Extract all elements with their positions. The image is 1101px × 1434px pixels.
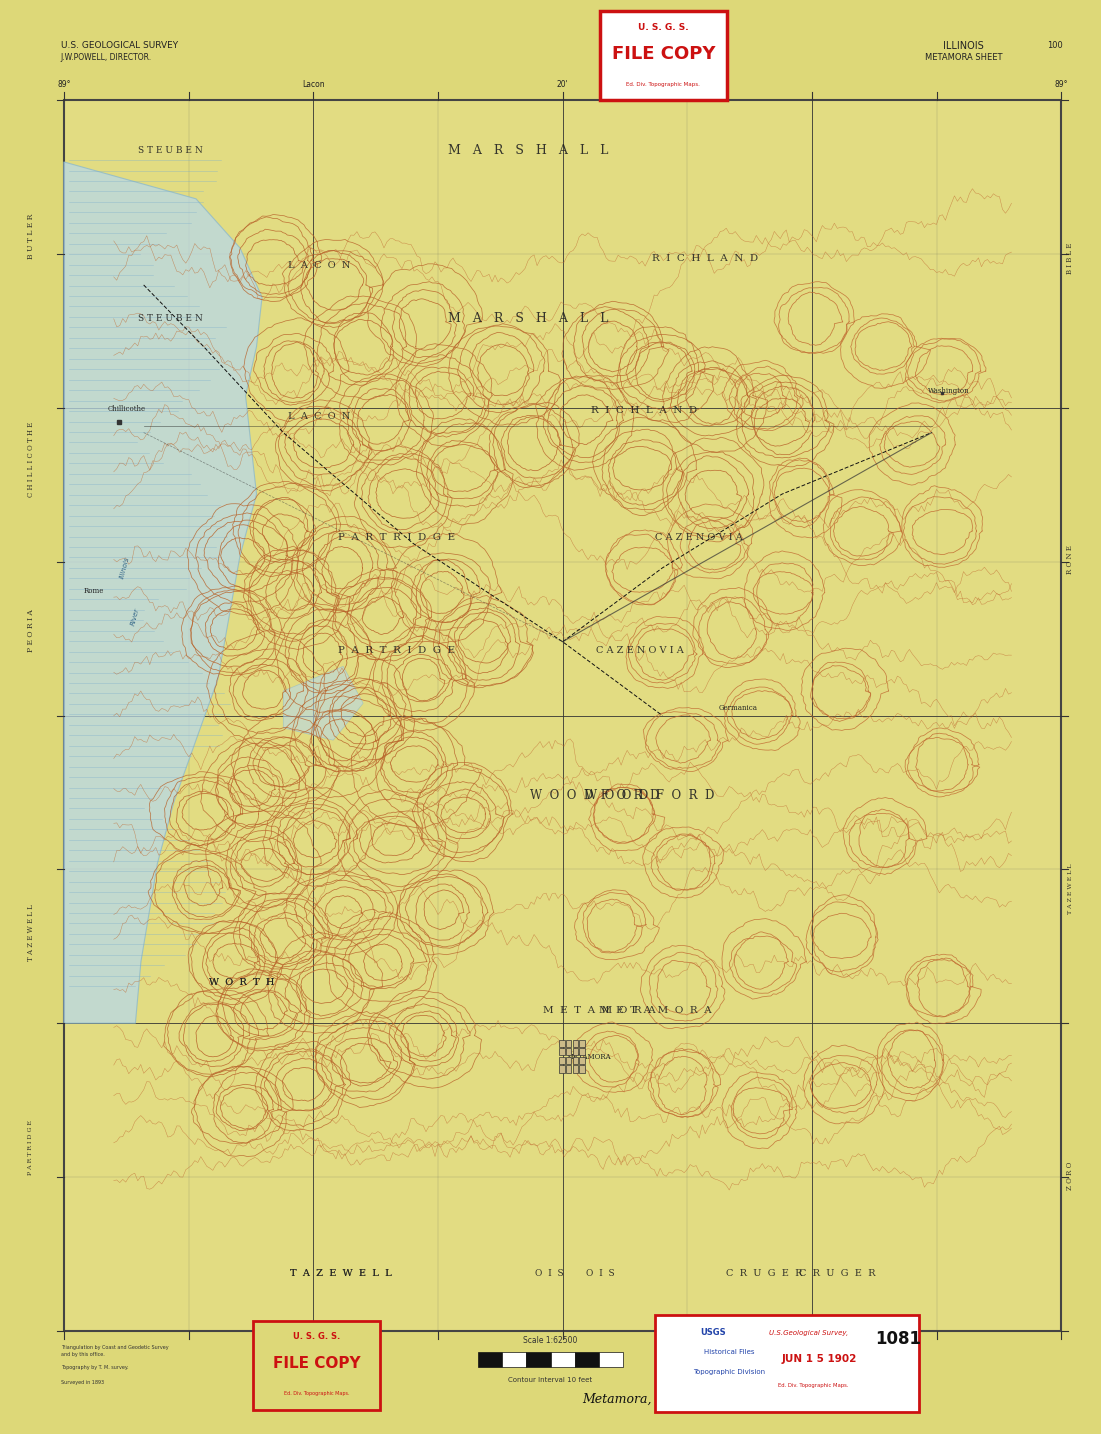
Bar bbox=[579, 1065, 585, 1073]
Bar bbox=[559, 1040, 565, 1047]
Text: Germanica: Germanica bbox=[718, 704, 757, 713]
Bar bbox=[599, 1352, 623, 1367]
FancyBboxPatch shape bbox=[600, 11, 727, 100]
Text: Z O R O: Z O R O bbox=[1066, 1162, 1075, 1190]
Text: B U T L E R: B U T L E R bbox=[26, 214, 35, 260]
Text: J.W.POWELL, DIRECTOR.: J.W.POWELL, DIRECTOR. bbox=[61, 53, 152, 62]
Text: Topographic Division: Topographic Division bbox=[693, 1368, 765, 1375]
Text: W  O  R  T  H: W O R T H bbox=[209, 978, 275, 987]
Text: W  O  O  D  F  O  R  D: W O O D F O R D bbox=[530, 789, 659, 803]
Polygon shape bbox=[64, 162, 262, 1024]
Text: O  I  S: O I S bbox=[586, 1269, 614, 1278]
Text: Metamora, Ill.: Metamora, Ill. bbox=[582, 1392, 673, 1407]
Bar bbox=[64, 100, 1061, 1331]
Bar bbox=[559, 1048, 565, 1055]
Text: C  R  U  G  E  R: C R U G E R bbox=[798, 1269, 875, 1278]
Text: Ed. Div. Topographic Maps.: Ed. Div. Topographic Maps. bbox=[284, 1391, 349, 1397]
Text: W  O  R  T  H: W O R T H bbox=[209, 978, 275, 987]
Text: R O N E: R O N E bbox=[1066, 545, 1075, 574]
Bar bbox=[478, 1352, 502, 1367]
Text: W  O  O  D  F  O  R  D: W O O D F O R D bbox=[585, 789, 715, 803]
Bar bbox=[559, 1057, 565, 1064]
Text: Ed. Div. Topographic Maps.: Ed. Div. Topographic Maps. bbox=[778, 1382, 849, 1388]
Text: C  R  U  G  E  R: C R U G E R bbox=[726, 1269, 803, 1278]
Text: U. S. G. S.: U. S. G. S. bbox=[639, 23, 688, 32]
Text: Ed. Div. Topographic Maps.: Ed. Div. Topographic Maps. bbox=[626, 82, 700, 87]
Text: C H I L L I C O T H E: C H I L L I C O T H E bbox=[26, 422, 35, 496]
Text: 89°: 89° bbox=[57, 80, 70, 89]
Text: Lacon: Lacon bbox=[302, 80, 325, 89]
Text: R  I  C  H  L  A  N  D: R I C H L A N D bbox=[652, 254, 757, 262]
Text: JUN 1 5 1902: JUN 1 5 1902 bbox=[782, 1354, 857, 1364]
Text: T  A  Z  E  W  E  L  L: T A Z E W E L L bbox=[291, 1269, 392, 1278]
FancyBboxPatch shape bbox=[253, 1321, 380, 1410]
Text: U. S. G. S.: U. S. G. S. bbox=[293, 1332, 340, 1341]
Text: 100: 100 bbox=[1047, 42, 1062, 50]
Bar bbox=[573, 1057, 578, 1064]
Bar bbox=[566, 1048, 571, 1055]
Text: U.S. GEOLOGICAL SURVEY: U.S. GEOLOGICAL SURVEY bbox=[61, 42, 177, 50]
Text: Washington: Washington bbox=[928, 387, 970, 396]
Bar bbox=[566, 1040, 571, 1047]
Bar bbox=[550, 1352, 575, 1367]
Text: L  A  C  O  N: L A C O N bbox=[288, 412, 350, 422]
Bar bbox=[575, 1352, 599, 1367]
Text: C A Z E N O V I A: C A Z E N O V I A bbox=[655, 533, 743, 542]
Bar bbox=[579, 1040, 585, 1047]
Text: T A Z E W E L L: T A Z E W E L L bbox=[1068, 863, 1072, 915]
Text: 20': 20' bbox=[557, 80, 568, 89]
Text: M  E  T  A  M  O  R  A: M E T A M O R A bbox=[599, 1007, 711, 1015]
Text: METAMORA: METAMORA bbox=[567, 1053, 611, 1061]
Text: Illinois: Illinois bbox=[119, 556, 130, 579]
Text: R  I  C  H  L  A  N  D: R I C H L A N D bbox=[591, 406, 697, 414]
Text: Chillicothe: Chillicothe bbox=[108, 404, 145, 413]
Text: METAMORA SHEET: METAMORA SHEET bbox=[925, 53, 1002, 62]
Text: 1081: 1081 bbox=[875, 1331, 922, 1348]
Text: M   A   R   S   H   A   L   L: M A R S H A L L bbox=[448, 311, 609, 324]
Text: B I B L E: B I B L E bbox=[1066, 242, 1075, 274]
Text: 89°: 89° bbox=[1055, 80, 1068, 89]
Text: River: River bbox=[130, 608, 141, 627]
Text: P A R T R I D G E: P A R T R I D G E bbox=[29, 1120, 33, 1174]
Text: O  I  S: O I S bbox=[535, 1269, 564, 1278]
Text: Triangulation by Coast and Geodetic Survey
and by this office.: Triangulation by Coast and Geodetic Surv… bbox=[61, 1345, 168, 1357]
Bar bbox=[573, 1048, 578, 1055]
Text: Rome: Rome bbox=[84, 587, 103, 595]
Text: S T E U B E N: S T E U B E N bbox=[139, 146, 203, 155]
Text: L  A  C  O  N: L A C O N bbox=[288, 261, 350, 270]
Text: M   A   R   S   H   A   L   L: M A R S H A L L bbox=[448, 143, 609, 158]
Text: C A Z E N O V I A: C A Z E N O V I A bbox=[596, 645, 684, 655]
Bar bbox=[579, 1057, 585, 1064]
Text: P E O R I A: P E O R I A bbox=[26, 609, 35, 652]
Bar bbox=[502, 1352, 526, 1367]
Bar bbox=[559, 1065, 565, 1073]
FancyBboxPatch shape bbox=[655, 1315, 919, 1412]
Bar bbox=[526, 1352, 550, 1367]
Text: Surveyed in 1893: Surveyed in 1893 bbox=[61, 1380, 103, 1384]
Text: P  A  R  T  R  I  D  G  E: P A R T R I D G E bbox=[338, 645, 455, 655]
Text: U.S.Geological Survey,: U.S.Geological Survey, bbox=[768, 1329, 848, 1335]
Polygon shape bbox=[283, 667, 363, 740]
Text: T A Z E W E L L: T A Z E W E L L bbox=[26, 903, 35, 961]
Text: Topography by T. M. survey.: Topography by T. M. survey. bbox=[61, 1365, 128, 1369]
Text: M  E  T  A  M  O  R  A: M E T A M O R A bbox=[543, 1007, 656, 1015]
Text: ILLINOIS: ILLINOIS bbox=[942, 42, 984, 50]
Bar bbox=[566, 1057, 571, 1064]
Bar bbox=[566, 1065, 571, 1073]
Text: S T E U B E N: S T E U B E N bbox=[139, 314, 203, 323]
Text: FILE COPY: FILE COPY bbox=[273, 1357, 360, 1371]
Text: Scale 1:62500: Scale 1:62500 bbox=[523, 1336, 578, 1345]
Text: T  A  Z  E  W  E  L  L: T A Z E W E L L bbox=[291, 1269, 392, 1278]
Bar bbox=[579, 1048, 585, 1055]
Text: FILE COPY: FILE COPY bbox=[611, 44, 716, 63]
Bar bbox=[573, 1040, 578, 1047]
Text: Historical Files: Historical Files bbox=[704, 1349, 754, 1355]
Bar bbox=[573, 1065, 578, 1073]
Text: USGS: USGS bbox=[700, 1328, 726, 1336]
Text: P  A  R  T  R  I  D  G  E: P A R T R I D G E bbox=[338, 533, 455, 542]
Text: Contour Interval 10 feet: Contour Interval 10 feet bbox=[509, 1377, 592, 1382]
